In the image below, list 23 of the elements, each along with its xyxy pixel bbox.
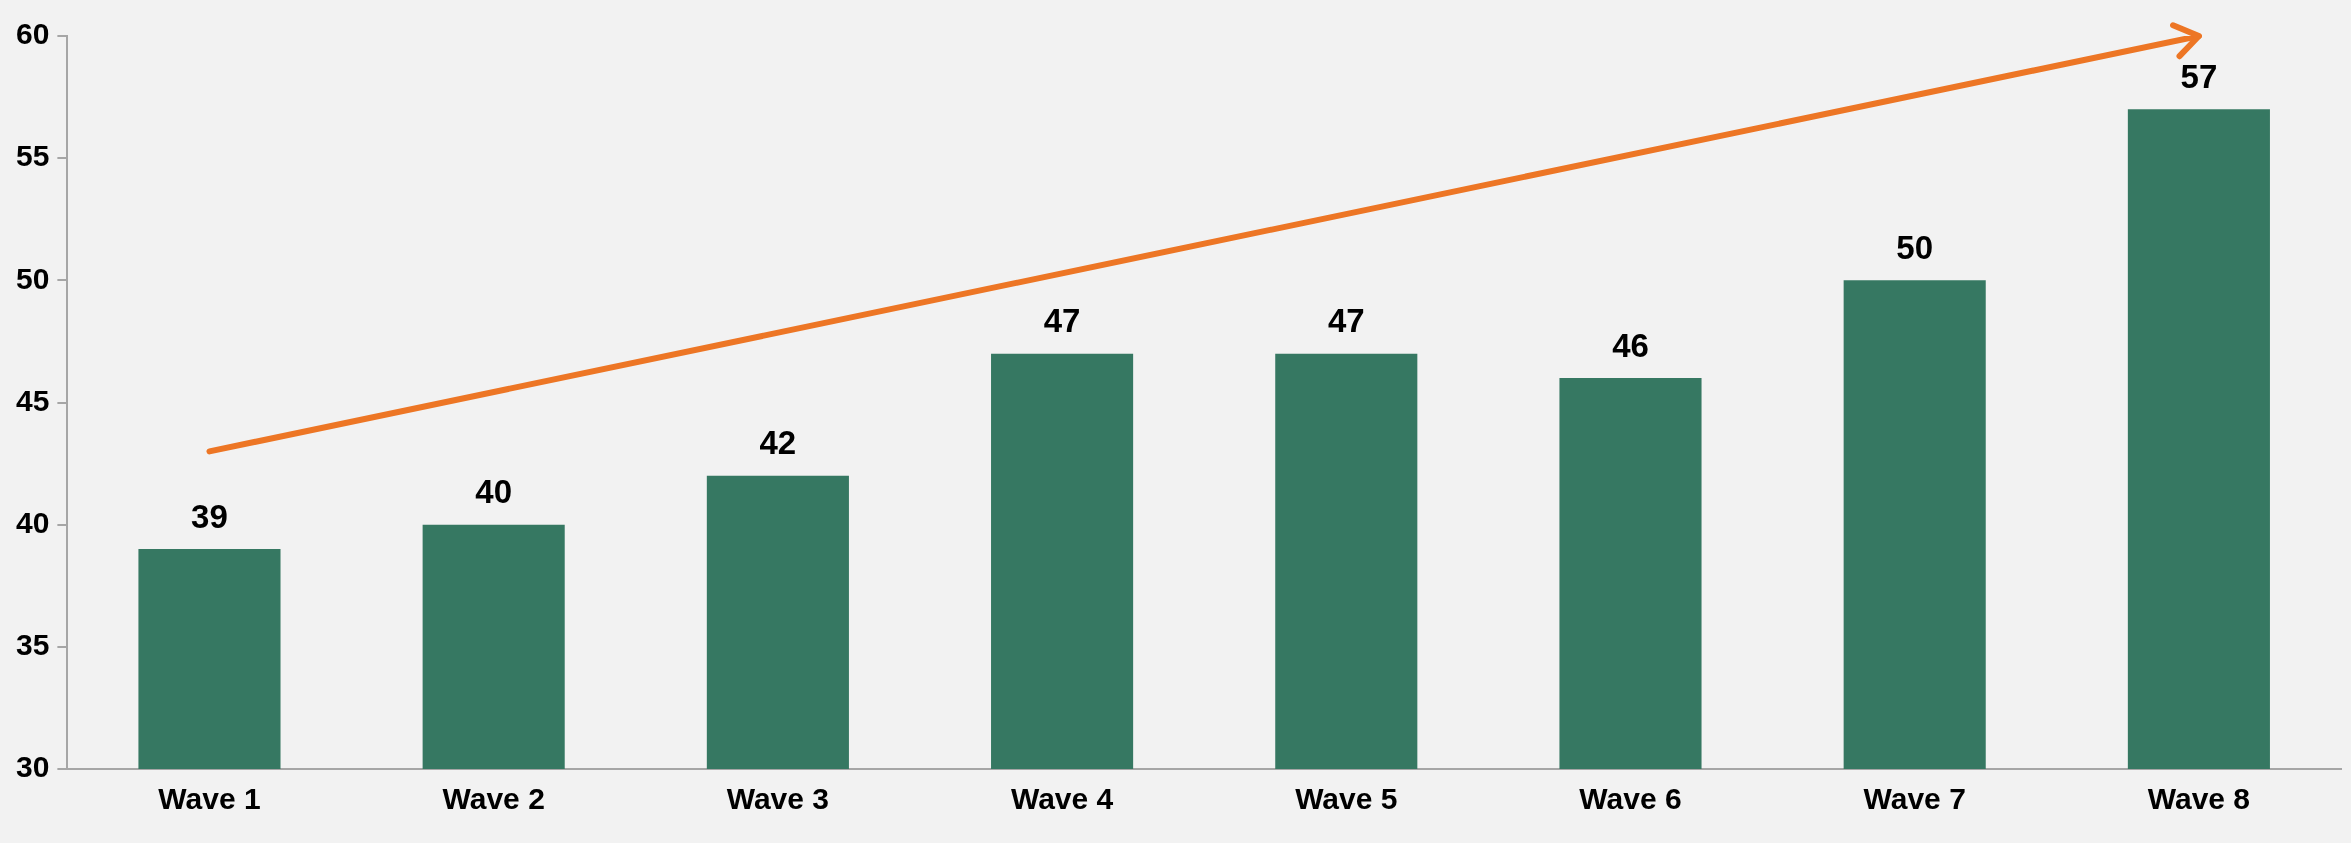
data-label: 39: [191, 497, 228, 535]
y-tick-label: 40: [15, 505, 50, 539]
x-tick-label: Wave 8: [2147, 782, 2251, 816]
x-tick-label: Wave 7: [1863, 782, 1966, 816]
y-tick-label: 60: [15, 17, 50, 51]
data-label: 46: [1612, 326, 1649, 364]
y-tick-label: 45: [15, 383, 50, 417]
x-tick-label: Wave 1: [158, 782, 261, 816]
y-tick-label: 50: [15, 261, 50, 295]
x-tick-label: Wave 2: [442, 782, 545, 816]
y-tick-label: 35: [15, 628, 50, 662]
data-label: 47: [1327, 302, 1365, 340]
x-tick-label: Wave 5: [1295, 782, 1398, 816]
data-label: 40: [475, 473, 513, 511]
x-tick-label: Wave 6: [1579, 782, 1682, 816]
data-label: 42: [759, 424, 797, 462]
y-tick-label: 55: [15, 139, 50, 173]
data-label: 50: [1896, 228, 1934, 266]
x-tick-label: Wave 4: [1010, 782, 1114, 816]
data-label: 57: [2180, 57, 2218, 95]
y-tick-label: 30: [15, 750, 50, 784]
x-tick-label: Wave 3: [726, 782, 830, 816]
data-label: 47: [1043, 302, 1081, 340]
